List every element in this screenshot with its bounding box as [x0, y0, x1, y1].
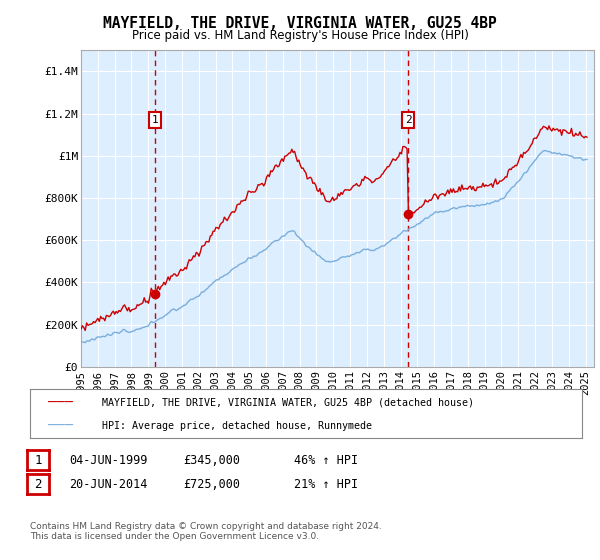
Text: 2: 2 — [405, 115, 412, 125]
Text: MAYFIELD, THE DRIVE, VIRGINIA WATER, GU25 4BP (detached house): MAYFIELD, THE DRIVE, VIRGINIA WATER, GU2… — [102, 398, 474, 408]
Text: 04-JUN-1999: 04-JUN-1999 — [69, 454, 148, 467]
Text: 1: 1 — [152, 115, 159, 125]
Text: £725,000: £725,000 — [183, 478, 240, 491]
Text: 2: 2 — [34, 478, 41, 491]
Text: £345,000: £345,000 — [183, 454, 240, 467]
Text: MAYFIELD, THE DRIVE, VIRGINIA WATER, GU25 4BP: MAYFIELD, THE DRIVE, VIRGINIA WATER, GU2… — [103, 16, 497, 31]
Text: 46% ↑ HPI: 46% ↑ HPI — [294, 454, 358, 467]
Text: 1: 1 — [34, 454, 41, 467]
Text: Contains HM Land Registry data © Crown copyright and database right 2024.
This d: Contains HM Land Registry data © Crown c… — [30, 522, 382, 542]
Text: Price paid vs. HM Land Registry's House Price Index (HPI): Price paid vs. HM Land Registry's House … — [131, 29, 469, 42]
Text: ———: ——— — [48, 395, 73, 409]
Text: 20-JUN-2014: 20-JUN-2014 — [69, 478, 148, 491]
Text: ———: ——— — [48, 419, 73, 432]
Text: 21% ↑ HPI: 21% ↑ HPI — [294, 478, 358, 491]
Text: HPI: Average price, detached house, Runnymede: HPI: Average price, detached house, Runn… — [102, 421, 372, 431]
